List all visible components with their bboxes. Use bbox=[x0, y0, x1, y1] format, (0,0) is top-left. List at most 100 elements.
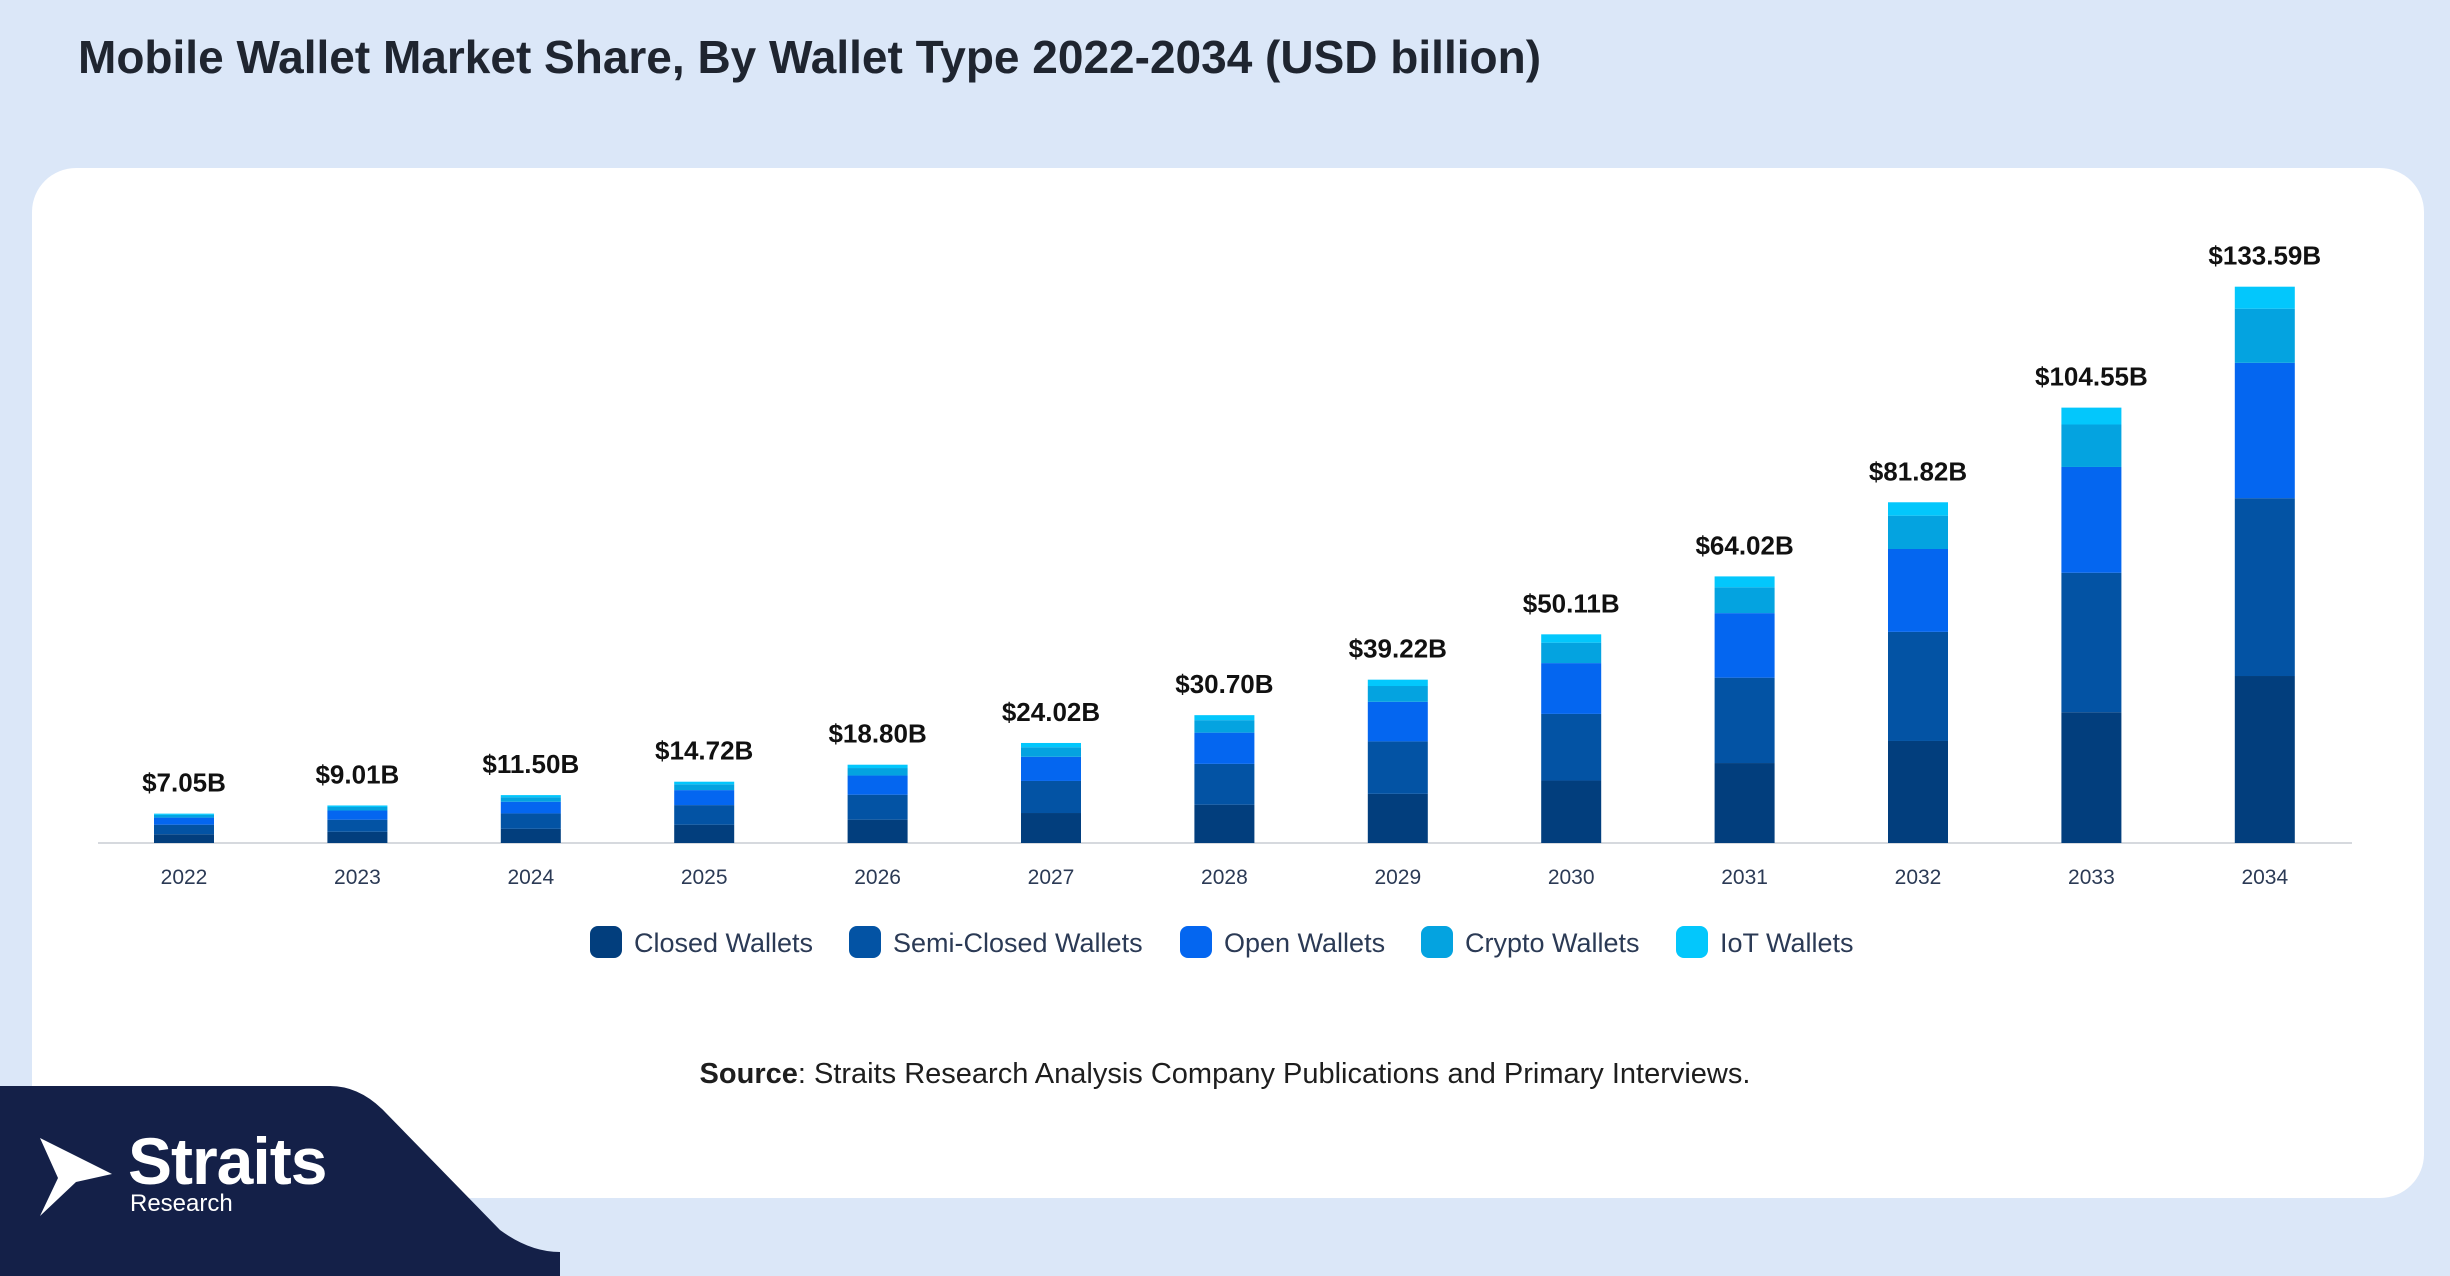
bar-segment-open-wallets-2027 bbox=[1021, 756, 1081, 781]
total-label-2027: $24.02B bbox=[1002, 697, 1100, 727]
bar-segment-semi-closed-wallets-2032 bbox=[1888, 631, 1948, 741]
bar-segment-iot-wallets-2023 bbox=[327, 805, 388, 807]
bar-segment-closed-wallets-2032 bbox=[1888, 740, 1948, 843]
x-tick-label-2024: 2024 bbox=[507, 866, 554, 889]
bar-segment-open-wallets-2024 bbox=[500, 801, 561, 814]
bar-segment-closed-wallets-2028 bbox=[1194, 804, 1255, 843]
bar-segment-iot-wallets-2033 bbox=[2061, 407, 2122, 425]
bar-segment-semi-closed-wallets-2034 bbox=[2234, 498, 2295, 677]
straits-logo-icon bbox=[40, 1138, 112, 1216]
source-note: Source: Straits Research Analysis Compan… bbox=[0, 1058, 2450, 1091]
x-tick-label-2023: 2023 bbox=[334, 866, 381, 889]
legend-swatch-semi-closed-wallets bbox=[849, 926, 881, 958]
bar-segment-closed-wallets-2025 bbox=[674, 824, 735, 843]
x-tick-label-2028: 2028 bbox=[1201, 866, 1248, 889]
bar-segment-iot-wallets-2034 bbox=[2234, 286, 2295, 309]
bar-segment-iot-wallets-2026 bbox=[847, 764, 908, 769]
bar-segment-open-wallets-2032 bbox=[1888, 549, 1948, 632]
bar-segment-open-wallets-2028 bbox=[1194, 732, 1255, 764]
bar-segment-closed-wallets-2030 bbox=[1541, 780, 1602, 843]
legend-swatch-crypto-wallets bbox=[1421, 926, 1453, 958]
chart-card bbox=[32, 168, 2424, 1198]
bar-segment-closed-wallets-2034 bbox=[2234, 676, 2295, 843]
x-tick-label-2027: 2027 bbox=[1028, 866, 1075, 889]
total-label-2026: $18.80B bbox=[828, 719, 926, 749]
x-tick-label-2031: 2031 bbox=[1721, 866, 1768, 889]
bar-segment-crypto-wallets-2028 bbox=[1194, 720, 1255, 733]
bar-segment-iot-wallets-2028 bbox=[1194, 715, 1255, 721]
bar-segment-open-wallets-2034 bbox=[2234, 362, 2295, 499]
logo-subtitle: Research bbox=[130, 1190, 233, 1217]
total-label-2023: $9.01B bbox=[315, 759, 399, 789]
x-tick-label-2033: 2033 bbox=[2068, 866, 2115, 889]
bar-segment-closed-wallets-2023 bbox=[327, 831, 388, 843]
bar-segment-crypto-wallets-2029 bbox=[1367, 686, 1428, 702]
legend-swatch-iot-wallets bbox=[1676, 926, 1708, 958]
total-label-2032: $81.82B bbox=[1869, 456, 1967, 486]
bars-group bbox=[154, 286, 2295, 843]
bar-segment-semi-closed-wallets-2023 bbox=[327, 819, 388, 832]
bar-segment-iot-wallets-2024 bbox=[500, 795, 561, 798]
x-tick-label-2022: 2022 bbox=[161, 866, 208, 889]
bar-segment-crypto-wallets-2034 bbox=[2234, 308, 2295, 363]
legend-label-iot-wallets: IoT Wallets bbox=[1720, 928, 1854, 958]
bar-segment-open-wallets-2026 bbox=[847, 775, 908, 795]
bar-segment-crypto-wallets-2030 bbox=[1541, 642, 1602, 664]
bar-segment-semi-closed-wallets-2024 bbox=[500, 813, 561, 829]
bar-segment-open-wallets-2029 bbox=[1367, 701, 1428, 742]
legend-swatch-open-wallets bbox=[1180, 926, 1212, 958]
bar-segment-open-wallets-2030 bbox=[1541, 663, 1602, 714]
logo-wordmark: Straits bbox=[128, 1124, 327, 1198]
source-label: Source bbox=[699, 1058, 798, 1090]
legend-label-crypto-wallets: Crypto Wallets bbox=[1465, 928, 1640, 958]
bar-segment-closed-wallets-2022 bbox=[154, 834, 214, 843]
bar-segment-semi-closed-wallets-2030 bbox=[1541, 713, 1602, 781]
bar-segment-crypto-wallets-2023 bbox=[327, 806, 388, 811]
bar-segment-semi-closed-wallets-2022 bbox=[154, 824, 214, 835]
x-tick-label-2026: 2026 bbox=[854, 866, 901, 889]
bar-segment-crypto-wallets-2026 bbox=[847, 768, 908, 776]
legend-label-closed-wallets: Closed Wallets bbox=[634, 928, 813, 958]
logo-panel bbox=[0, 1086, 560, 1276]
total-label-2028: $30.70B bbox=[1175, 669, 1273, 699]
bar-segment-crypto-wallets-2027 bbox=[1021, 747, 1081, 757]
bar-segment-closed-wallets-2024 bbox=[500, 828, 561, 843]
x-tick-label-2034: 2034 bbox=[2241, 866, 2288, 889]
bar-segment-semi-closed-wallets-2029 bbox=[1367, 741, 1428, 794]
bar-segment-crypto-wallets-2033 bbox=[2061, 424, 2122, 467]
x-tick-label-2032: 2032 bbox=[1895, 866, 1942, 889]
bar-segment-crypto-wallets-2024 bbox=[500, 797, 561, 802]
legend: Closed Wallets Semi-Closed Wallets Open Wa… bbox=[590, 926, 1854, 958]
bar-segment-semi-closed-wallets-2025 bbox=[674, 805, 735, 825]
x-tick-label-2029: 2029 bbox=[1374, 866, 1421, 889]
total-label-2031: $64.02B bbox=[1695, 530, 1793, 560]
total-label-2022: $7.05B bbox=[142, 768, 226, 798]
total-label-2033: $104.55B bbox=[2035, 362, 2148, 392]
bar-segment-closed-wallets-2029 bbox=[1367, 793, 1428, 843]
total-label-2029: $39.22B bbox=[1349, 634, 1447, 664]
bar-segment-iot-wallets-2022 bbox=[154, 813, 214, 815]
bar-segment-crypto-wallets-2025 bbox=[674, 784, 735, 791]
total-label-2025: $14.72B bbox=[655, 736, 753, 766]
bar-segment-closed-wallets-2026 bbox=[847, 819, 908, 843]
bar-segment-iot-wallets-2027 bbox=[1021, 742, 1081, 748]
bar-segment-semi-closed-wallets-2027 bbox=[1021, 780, 1081, 814]
total-label-2030: $50.11B bbox=[1523, 588, 1620, 618]
bar-segment-semi-closed-wallets-2028 bbox=[1194, 763, 1255, 805]
x-tick-label-2030: 2030 bbox=[1548, 866, 1595, 889]
bar-segment-semi-closed-wallets-2031 bbox=[1714, 677, 1775, 764]
bar-segment-iot-wallets-2029 bbox=[1367, 679, 1428, 687]
bar-segment-open-wallets-2023 bbox=[327, 810, 388, 820]
total-label-2024: $11.50B bbox=[482, 749, 579, 779]
x-tick-labels-group: 2022 2023 2024 2025 2026 2027 2028 2029 2030 2031… bbox=[161, 866, 2289, 889]
bar-segment-open-wallets-2022 bbox=[154, 817, 214, 825]
total-labels-group: $7.05B $9.01B $11.50B $14.72B $18.80B $24.02B… bbox=[142, 241, 2321, 798]
bar-segment-crypto-wallets-2022 bbox=[154, 814, 214, 818]
page-title: Mobile Wallet Market Share, By Wallet Ty… bbox=[78, 31, 1542, 83]
bar-segment-open-wallets-2025 bbox=[674, 790, 735, 806]
x-tick-label-2025: 2025 bbox=[681, 866, 728, 889]
bar-segment-semi-closed-wallets-2026 bbox=[847, 794, 908, 820]
bar-segment-crypto-wallets-2031 bbox=[1714, 587, 1775, 614]
bar-segment-iot-wallets-2025 bbox=[674, 781, 735, 785]
